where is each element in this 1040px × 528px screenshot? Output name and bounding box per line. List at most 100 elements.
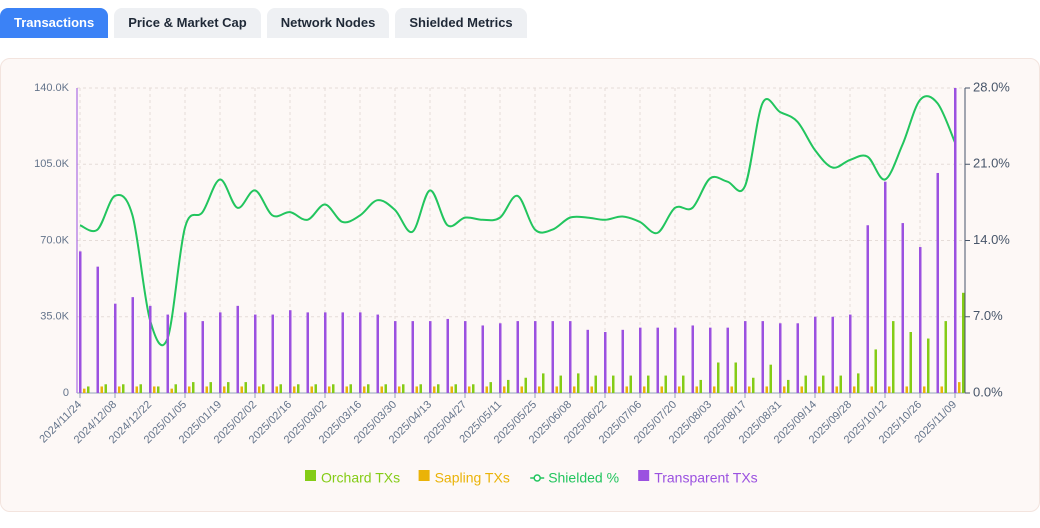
bar	[744, 321, 747, 393]
bar	[769, 364, 772, 393]
bar	[709, 327, 712, 393]
bar	[258, 386, 261, 393]
tab[interactable]: Shielded Metrics	[395, 8, 527, 38]
tab[interactable]: Network Nodes	[266, 8, 390, 38]
bar	[923, 386, 926, 393]
tab[interactable]: Price & Market Cap	[114, 8, 261, 38]
bar	[940, 386, 943, 393]
bar	[901, 223, 904, 393]
bar	[446, 318, 449, 393]
bar	[157, 386, 160, 393]
bar	[905, 386, 908, 393]
bar	[262, 384, 265, 393]
bar	[621, 329, 624, 393]
bar	[209, 382, 212, 393]
bar	[411, 321, 414, 393]
bar	[699, 379, 702, 393]
y2-tick-label: 14.0%	[973, 232, 1010, 247]
bar	[814, 316, 817, 393]
bar	[332, 384, 335, 393]
bar	[625, 386, 628, 393]
bar	[874, 349, 877, 393]
bar	[783, 386, 786, 393]
bar	[139, 384, 142, 393]
bar	[464, 321, 467, 393]
bar	[254, 314, 257, 393]
bar	[472, 384, 475, 393]
bar	[437, 384, 440, 393]
bar	[293, 386, 296, 393]
bar	[748, 386, 751, 393]
bar	[279, 384, 282, 393]
bar	[363, 386, 366, 393]
y-tick-label: 35.0K	[40, 311, 69, 323]
y2-tick-label: 7.0%	[973, 308, 1003, 323]
bar	[594, 375, 597, 393]
bar	[236, 305, 239, 393]
bar	[384, 384, 387, 393]
bar	[481, 325, 484, 393]
bar	[166, 314, 169, 393]
bar	[520, 386, 523, 393]
bar	[831, 316, 834, 393]
bar	[394, 321, 397, 393]
bar	[608, 386, 611, 393]
bar	[691, 325, 694, 393]
legend-swatch	[305, 470, 316, 481]
bar	[240, 386, 243, 393]
bar	[170, 388, 173, 393]
bar	[205, 386, 208, 393]
y-tick-label: 70.0K	[40, 234, 69, 246]
bar	[244, 382, 247, 393]
bar	[660, 386, 663, 393]
bar	[429, 321, 432, 393]
bar	[752, 377, 755, 393]
bar	[555, 386, 558, 393]
bar	[962, 292, 965, 393]
bar	[573, 386, 576, 393]
bar	[927, 338, 930, 393]
bar	[131, 297, 134, 393]
bar	[853, 386, 856, 393]
bar	[538, 386, 541, 393]
bar	[223, 386, 226, 393]
bar	[402, 384, 405, 393]
bar	[489, 382, 492, 393]
legend-swatch	[533, 474, 541, 482]
bar	[122, 384, 125, 393]
bar	[297, 384, 300, 393]
bar	[656, 327, 659, 393]
legend-label: Shielded %	[548, 470, 619, 486]
bar	[804, 375, 807, 393]
bar	[433, 386, 436, 393]
bar	[398, 386, 401, 393]
y-tick-label: 140.0K	[34, 82, 70, 94]
tab[interactable]: Transactions	[0, 8, 109, 38]
bar	[534, 321, 537, 393]
bar	[96, 266, 99, 393]
bar	[839, 375, 842, 393]
legend-label: Transparent TXs	[654, 470, 758, 486]
bar	[275, 386, 278, 393]
legend-label: Orchard TXs	[321, 470, 400, 486]
bar	[717, 362, 720, 393]
bar	[524, 377, 527, 393]
bar	[761, 321, 764, 393]
bar	[184, 312, 187, 393]
y2-tick-label: 21.0%	[973, 156, 1010, 171]
bar	[118, 386, 121, 393]
bar	[359, 312, 362, 393]
bar	[678, 386, 681, 393]
bar	[289, 310, 292, 393]
bar	[779, 323, 782, 393]
bar	[499, 323, 502, 393]
bar	[713, 386, 716, 393]
bar	[219, 312, 222, 393]
bar	[114, 303, 117, 393]
y-tick-label: 105.0K	[34, 158, 70, 170]
bar	[888, 386, 891, 393]
bar	[135, 386, 138, 393]
bar	[468, 386, 471, 393]
